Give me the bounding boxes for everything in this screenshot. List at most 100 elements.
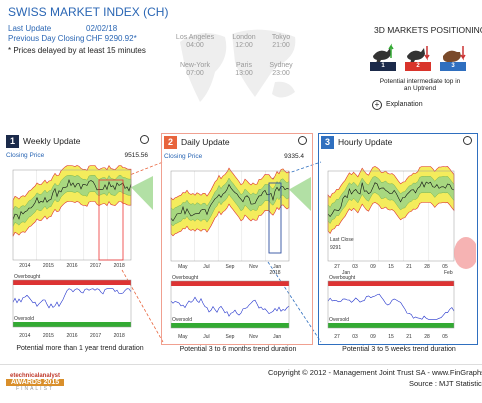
zoom-icon[interactable] xyxy=(140,135,149,144)
x-label: 2015 xyxy=(43,333,54,339)
last-close: Last Close xyxy=(330,237,354,243)
logo-text: etechnicalanalyst xyxy=(9,373,61,379)
panel: 1 Weekly Update Closing Price 9515.56 Potent… xyxy=(4,133,156,352)
oversold: Oversold xyxy=(14,316,34,322)
x-label: May xyxy=(178,334,188,340)
overbought-bar xyxy=(171,281,289,286)
city: New-York xyxy=(179,62,211,69)
time: 23:00 xyxy=(272,70,290,77)
x-label: Jan xyxy=(273,264,281,270)
x-label: Jul xyxy=(203,264,209,270)
x-label: 2018 xyxy=(114,263,125,269)
frame xyxy=(170,280,290,329)
chart: 2014 2014 2015 2015 2016 2016 2017 2017 2018 2018… xyxy=(12,165,153,339)
city: Tokyo xyxy=(271,34,291,41)
city: Los Angeles xyxy=(175,34,215,41)
note: * Prices delayed by at least 15 minutes xyxy=(8,46,146,55)
oversold: Oversold xyxy=(329,317,349,323)
comment: Potential intermediate top in an Uptrend xyxy=(379,78,461,92)
plus-icon[interactable]: + xyxy=(372,100,382,110)
price-value: 9515.56 xyxy=(124,152,149,159)
oversold: Oversold xyxy=(172,317,192,323)
x-label: 05 xyxy=(442,264,448,270)
x-label: 03 xyxy=(352,264,358,270)
zoom-icon[interactable] xyxy=(463,136,472,145)
oscillator-line xyxy=(327,293,455,320)
time: 07:00 xyxy=(186,70,204,77)
panel-number: 3 xyxy=(321,136,334,149)
x-label: 21 xyxy=(406,334,412,340)
x-label: 05 xyxy=(442,334,448,340)
x-label: 09 xyxy=(370,264,376,270)
x-label: 15 xyxy=(388,334,394,340)
separator xyxy=(0,364,482,365)
panel-number: 2 xyxy=(164,136,177,149)
step: 3 xyxy=(440,62,466,71)
overbought-bar xyxy=(328,281,454,286)
logo-text: AWARDS 2015 xyxy=(6,379,64,386)
x-label: Jan xyxy=(273,334,281,340)
target-zone xyxy=(289,177,311,211)
overbought: Overbought xyxy=(172,275,199,281)
x-label: 2016 xyxy=(66,333,77,339)
oscillator-line xyxy=(170,296,290,317)
x-label: 2016 xyxy=(66,263,77,269)
x-label: 2018 xyxy=(269,270,280,276)
time: 21:00 xyxy=(272,42,290,49)
step: 2 xyxy=(405,62,431,71)
explanation-link[interactable]: Explanation xyxy=(386,101,423,108)
frame xyxy=(12,279,132,328)
x-label: 28 xyxy=(424,264,430,270)
positioning-title: 3D MARKETS POSITIONING xyxy=(374,25,482,35)
x-label: 03 xyxy=(352,334,358,340)
oversold-bar xyxy=(13,322,131,327)
source: Source : MJT Statistics xyxy=(409,379,482,388)
zoom-icon[interactable] xyxy=(298,136,307,145)
oversold-bar xyxy=(171,323,289,328)
panel-footer: Potential 3 to 6 months trend duration xyxy=(179,346,297,353)
city: Paris xyxy=(236,62,252,69)
panel-footer: Potential more than 1 year trend duratio… xyxy=(16,345,144,352)
price-label: Closing Price xyxy=(6,152,45,159)
oversold-bar xyxy=(328,323,454,328)
x-label: Jan xyxy=(342,270,350,276)
x-label: Sep xyxy=(226,264,235,270)
logo-text: FINALIST xyxy=(16,386,54,392)
price-line xyxy=(327,181,455,218)
x-label: 2014 xyxy=(19,333,30,339)
panel: 2 Daily Update Closing Price 9335.4 Potentia… xyxy=(161,133,313,353)
label: Last Update xyxy=(8,24,52,33)
overbought-bar xyxy=(13,280,131,285)
x-label: 2018 xyxy=(114,333,125,339)
price-label: Closing Price xyxy=(164,153,203,160)
time: 04:00 xyxy=(186,42,204,49)
x-label: 2017 xyxy=(90,263,101,269)
panel-title: Daily Update xyxy=(181,137,230,147)
x-label: 27 xyxy=(334,264,340,270)
city: London xyxy=(232,34,256,41)
panel-title: Weekly Update xyxy=(23,136,81,146)
x-label: 28 xyxy=(424,334,430,340)
x-label: May xyxy=(178,264,188,270)
x-label: Nov xyxy=(249,264,258,270)
panel: 3 Hourly Update Potential 3 to 5 weeks tre… xyxy=(318,133,478,353)
x-label: Jul xyxy=(203,334,209,340)
last-value: 9291 xyxy=(330,245,341,251)
panel-title: Hourly Update xyxy=(338,137,393,147)
chart: Last Close 9291 27 27 03 03 09 09 15 15 21 21 28 28 05… xyxy=(327,166,476,340)
price-value: 9335.4 xyxy=(284,153,304,160)
oscillator-line xyxy=(12,288,132,309)
zoom-region xyxy=(268,182,282,254)
award-logo: etechnicalanalyst AWARDS 2015 FINALIST xyxy=(6,373,64,399)
price-line xyxy=(12,178,132,220)
panel-number: 1 xyxy=(6,135,19,148)
x-label: Sep xyxy=(226,334,235,340)
frame xyxy=(170,170,290,262)
x-label: 21 xyxy=(406,264,412,270)
label: Previous Day Closing xyxy=(8,34,85,43)
positioning-icons xyxy=(373,43,466,66)
chart: MayMayJulJulSepSepNovNovJanJan2018Overbo… xyxy=(170,167,311,340)
title: SWISS MARKET INDEX (CH) xyxy=(8,5,169,19)
x-label: Feb xyxy=(444,270,453,276)
overbought: Overbought xyxy=(329,275,356,281)
